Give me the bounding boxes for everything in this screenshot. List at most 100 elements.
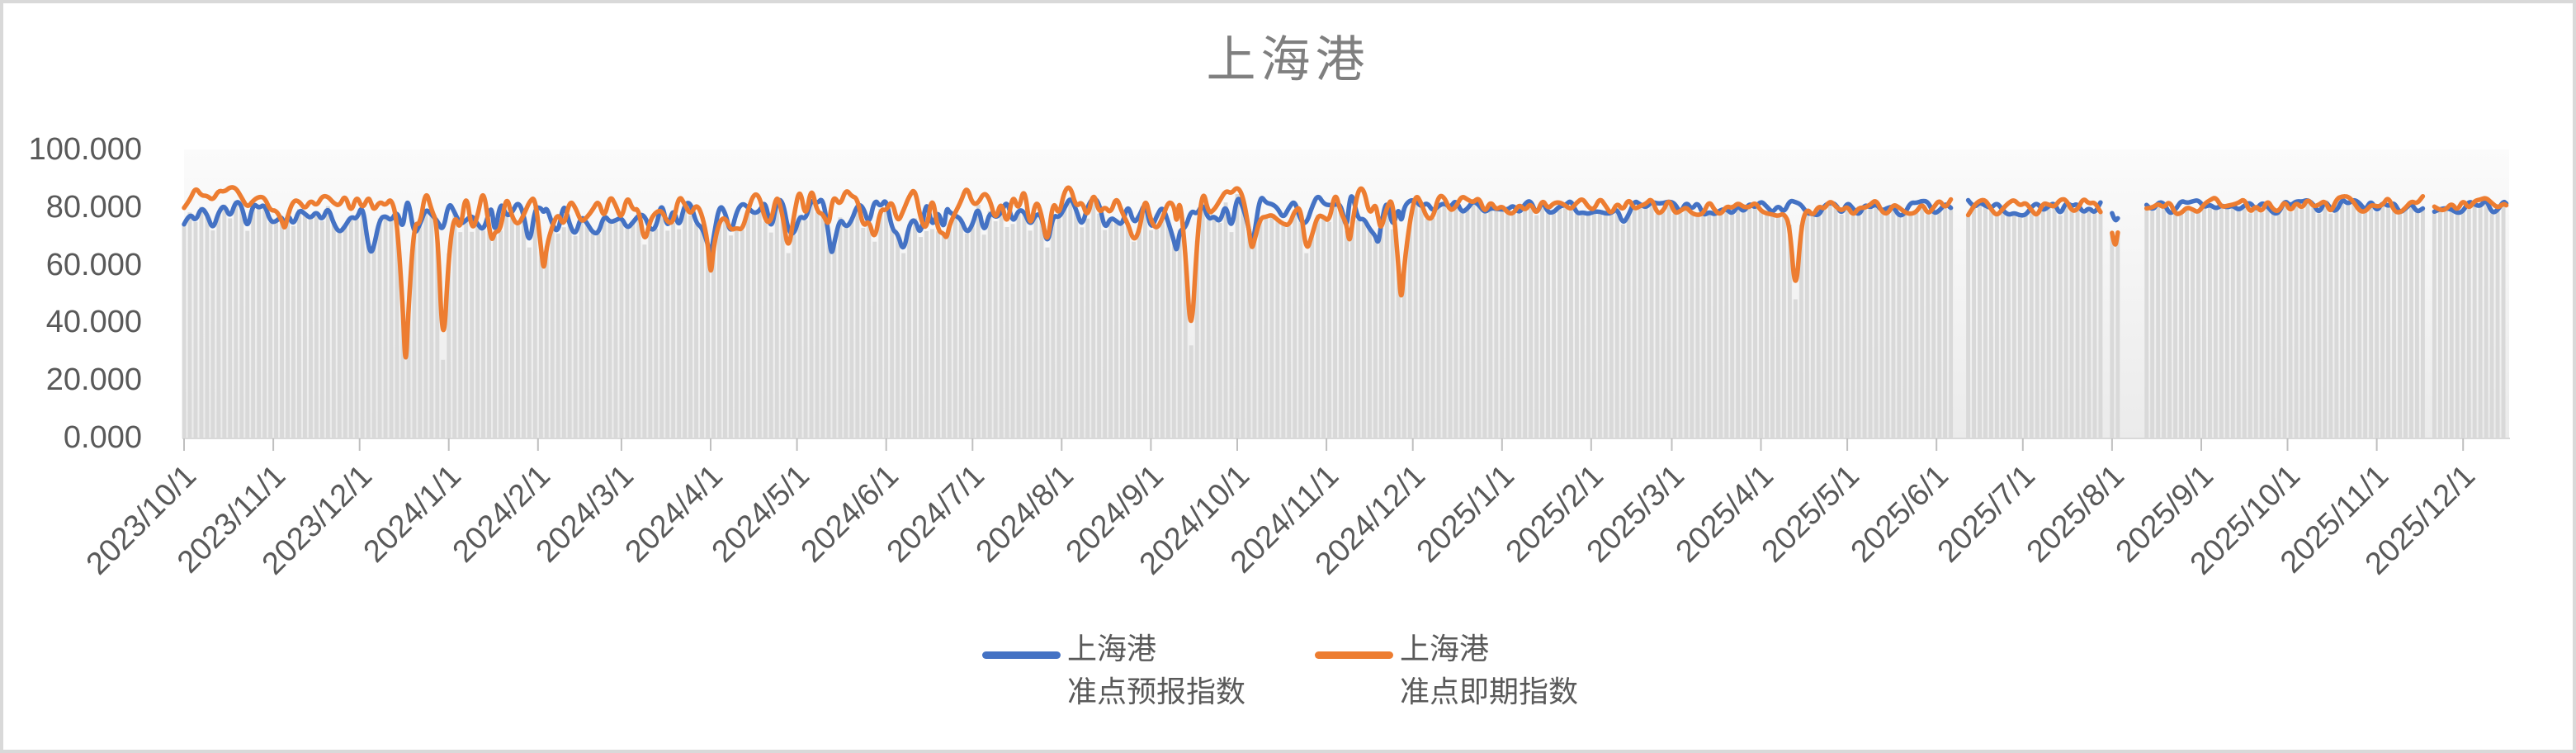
plot-bar [2421,208,2425,438]
plot-bar [2386,206,2390,438]
plot-bar [849,220,854,438]
plot-bar [573,235,578,438]
plot-bar [1534,215,1539,438]
plot-bar [815,212,820,438]
plot-bar [561,227,566,438]
y-axis-label: 60.000 [45,247,142,282]
plot-bar [222,204,227,439]
plot-bar [527,247,532,438]
plot-bar [602,219,607,438]
plot-bar [418,225,423,438]
plot-bar [337,233,342,438]
plot-bar [1091,197,1096,439]
plot-bar [2299,208,2304,439]
plot-bar [377,218,382,438]
plot-bar [768,232,773,438]
plot-bar [2472,204,2477,439]
plot-bar [844,228,848,438]
plot-bar [1500,209,1505,438]
plot-bar [855,204,860,438]
plot-bar [1235,194,1240,438]
plot-bar [2271,213,2276,438]
plot-bar [970,225,975,438]
plot-bar [331,224,336,438]
plot-bar [251,202,256,438]
plot-bar [245,230,250,438]
plot-bar [1736,205,1741,438]
plot-bar [1597,211,1602,438]
plot-bar [1217,223,1222,438]
plot-bar [723,216,727,438]
plot-bar [740,230,744,438]
plot-bar [493,235,497,438]
plot-bar [429,214,434,438]
plot-bar [861,227,866,438]
plot-bar [2098,211,2103,438]
plot-bar [262,204,267,438]
plot-bar [1557,206,1562,438]
plot-bar [1327,221,1331,438]
plot-bar [268,222,273,438]
plot-bar [987,211,992,438]
plot-bar [2265,206,2270,438]
plot-bar [499,230,503,438]
plot-bar [1707,211,1712,438]
plot-bar [1350,223,1354,438]
plot-bar [1966,215,1970,438]
plot-bar [1160,218,1165,438]
plot-bar [1552,212,1556,438]
plot-bar [878,208,883,439]
plot-bar [2334,211,2339,438]
plot-bar [400,305,405,438]
plot-bar [1638,206,1642,438]
plot-bar [1051,215,1056,438]
plot-bar [452,212,457,438]
plot-bar [1897,215,1902,438]
plot-bar [216,211,221,438]
plot-bar [838,217,843,438]
plot-bar [2276,213,2281,438]
plot-bar [2501,203,2506,438]
plot-bar [1788,225,1792,438]
plot-bar [907,224,911,438]
plot-bar [1839,214,1844,438]
plot-bar [1856,215,1861,438]
plot-bar [2432,211,2437,438]
plot-bar [1246,228,1251,438]
plot-bar [1753,208,1757,438]
plot-bar [1810,216,1815,438]
plot-bar [1229,232,1234,438]
plot-bar [1666,201,1671,438]
plot-bar [325,206,330,438]
plot-bar [487,227,491,438]
chart-title: 上海港 [1206,32,1370,88]
plot-bar [1132,241,1136,438]
plot-bar [199,206,204,438]
plot-bar [193,221,198,438]
plot-bar [2357,211,2362,438]
plot-bar [1189,345,1193,438]
plot-bar [2294,201,2299,438]
plot-bar [584,222,589,438]
plot-bar [884,211,889,439]
plot-bar [1298,220,1303,438]
plot-bar [2282,200,2287,439]
plot-bar [360,209,365,438]
plot-bar [1902,213,1907,438]
plot-bar [2288,211,2293,438]
plot-bar [1321,216,1326,438]
plot-bar [958,219,963,438]
plot-bar [1488,207,1493,438]
plot-bar [1879,211,1884,438]
plot-bar [1591,211,1596,438]
plot-bar [1362,218,1366,438]
plot-bar [642,244,647,438]
plot-bar [619,220,624,438]
plot-bar [2363,211,2368,438]
plot-bar [314,211,319,438]
plot-bar [1448,211,1453,438]
plot-bar [1373,235,1378,438]
plot-bar [930,229,934,438]
plot-bar [2369,204,2374,439]
plot-bar [2253,210,2258,438]
